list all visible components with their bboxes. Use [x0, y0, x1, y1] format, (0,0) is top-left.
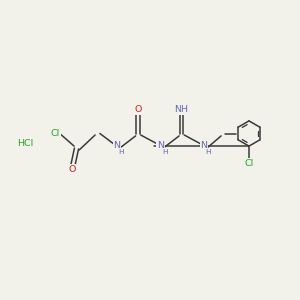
Text: H: H: [162, 148, 167, 154]
Text: N: N: [157, 141, 164, 150]
Text: H: H: [118, 148, 124, 154]
Text: Cl: Cl: [51, 129, 60, 138]
Text: NH: NH: [175, 105, 188, 114]
Text: O: O: [68, 165, 76, 174]
Text: N: N: [200, 141, 208, 150]
Text: HCl: HCl: [17, 140, 34, 148]
Text: O: O: [134, 105, 142, 114]
Text: N: N: [113, 141, 121, 150]
Text: H: H: [206, 148, 211, 154]
Text: Cl: Cl: [244, 159, 253, 168]
